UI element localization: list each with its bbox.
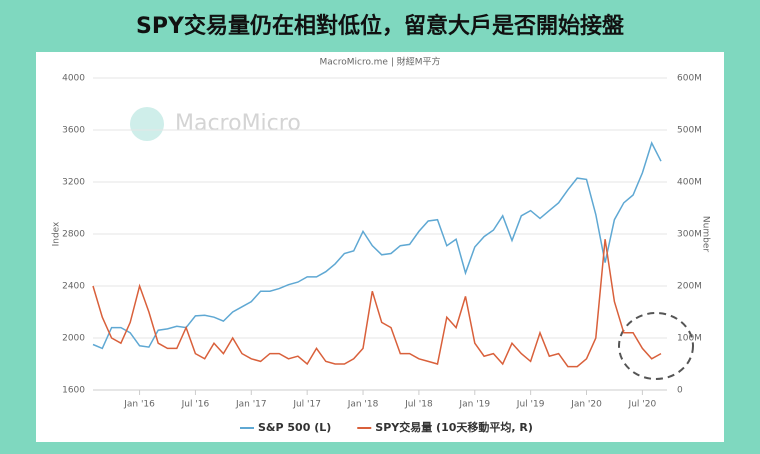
highlight-circle — [618, 312, 694, 380]
y-tick-label: 2000 — [62, 334, 85, 344]
y-tick-label: 4000 — [62, 74, 85, 84]
x-tick-label: Jan '18 — [347, 400, 379, 410]
x-tick-label: Jul '20 — [628, 400, 657, 410]
y-tick-label: 3200 — [62, 178, 85, 188]
series-line — [92, 239, 662, 368]
series-line — [92, 141, 662, 350]
y2-tick-label: 400M — [677, 178, 702, 188]
watermark: MacroMicro — [175, 111, 301, 136]
x-tick-label: Jan '19 — [458, 400, 490, 410]
legend-label: S&P 500 (L) — [258, 421, 331, 434]
y-tick-label: 1600 — [62, 386, 85, 396]
y2-tick-label: 200M — [677, 282, 702, 292]
subtitle: MacroMicro.me | 財經M平方 — [320, 56, 441, 68]
legend-label: SPY交易量 (10天移動平均, R) — [375, 420, 533, 434]
y2-tick-label: 500M — [677, 126, 702, 136]
y2-tick-label: 300M — [677, 230, 702, 240]
chart-title: SPY交易量仍在相對低位，留意大戶是否開始接盤 — [136, 13, 625, 39]
y-tick-label: 2800 — [62, 230, 85, 240]
y-tick-label: 3600 — [62, 126, 85, 136]
y2-tick-label: 600M — [677, 74, 702, 84]
x-tick-label: Jul '19 — [516, 400, 545, 410]
x-tick-label: Jul '17 — [292, 400, 321, 410]
x-tick-label: Jan '17 — [235, 400, 267, 410]
y-tick-label: 2400 — [62, 282, 85, 292]
y2-axis-title: Number — [701, 216, 711, 252]
y2-tick-label: 100M — [677, 334, 702, 344]
x-tick-label: Jul '16 — [181, 400, 210, 410]
y2-tick-label: 0 — [677, 386, 683, 396]
x-tick-label: Jan '16 — [123, 400, 155, 410]
x-tick-label: Jan '20 — [570, 400, 602, 410]
x-tick-label: Jul '18 — [404, 400, 433, 410]
y-axis-title: Index — [52, 221, 62, 246]
watermark-logo — [130, 107, 164, 141]
